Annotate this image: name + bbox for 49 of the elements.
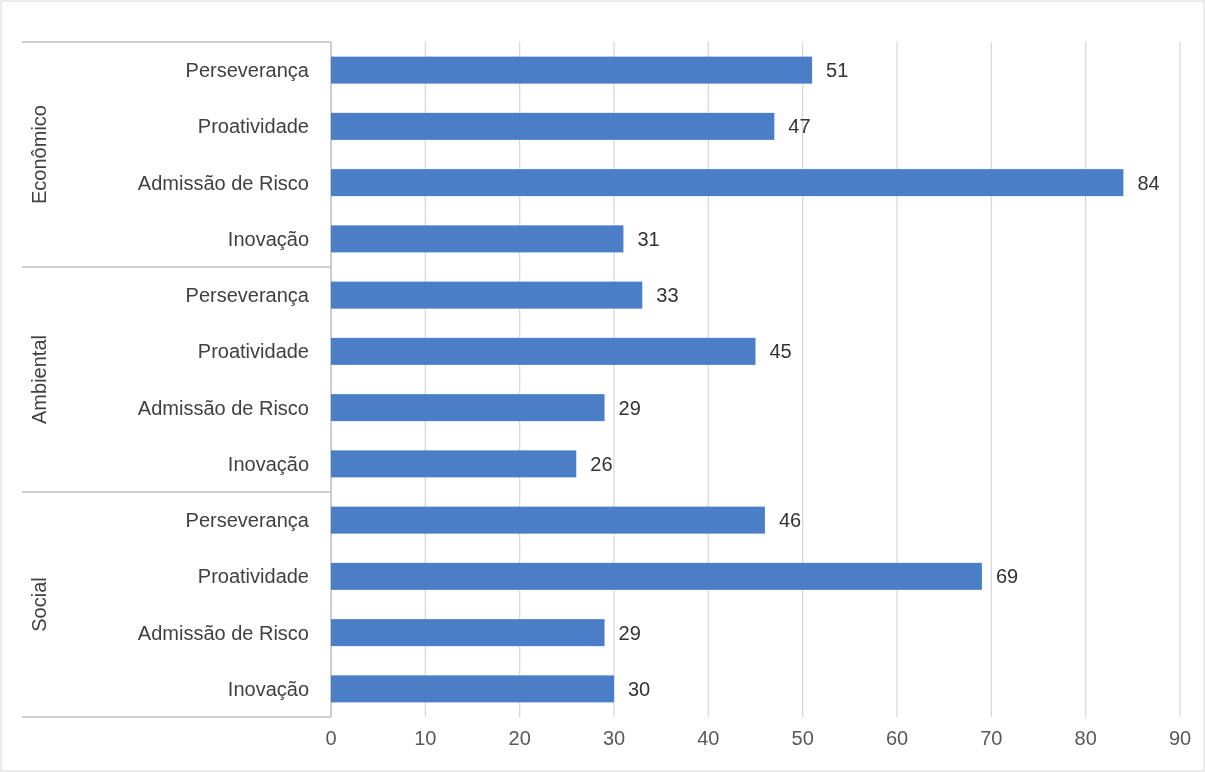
data-label: 30 <box>628 677 651 700</box>
data-label: 31 <box>637 227 660 250</box>
bar <box>331 337 756 365</box>
y-tick-label: Inovação <box>227 677 309 700</box>
y-tick-label: Perseverança <box>185 284 310 307</box>
data-label: 33 <box>656 284 679 307</box>
x-tick-label: 80 <box>1074 727 1097 750</box>
text: Social <box>28 577 50 632</box>
x-tick-label: 40 <box>697 727 720 750</box>
data-label: 46 <box>778 509 802 532</box>
y-tick-label: Proatividade <box>197 115 309 138</box>
y-tick-label: Perseverança <box>185 509 310 532</box>
y-tick-label: Proatividade <box>197 340 309 363</box>
bar <box>331 619 605 647</box>
bar <box>331 112 775 140</box>
x-tick-label: 70 <box>980 727 1003 750</box>
bar <box>331 169 1124 197</box>
x-tick-label: 0 <box>325 727 337 750</box>
data-label: 26 <box>590 452 613 475</box>
y-tick-label: Inovação <box>227 452 309 475</box>
bar <box>331 225 624 253</box>
y-tick-label: Perseverança <box>185 59 310 82</box>
x-tick-label: 90 <box>1168 727 1192 750</box>
bar <box>331 56 813 84</box>
x-tick-label: 20 <box>508 727 531 750</box>
data-label: 29 <box>618 396 641 419</box>
x-tick-label: 30 <box>602 727 626 750</box>
x-tick-label: 60 <box>885 727 909 750</box>
text: Ambiental <box>28 335 50 424</box>
bar <box>331 506 765 534</box>
y-tick-label: Admissão de Risco <box>137 621 309 644</box>
bar <box>331 281 643 309</box>
data-label: 47 <box>788 115 811 138</box>
bar <box>331 562 982 590</box>
bar <box>331 450 577 478</box>
text: Econômico <box>28 105 50 204</box>
x-tick-label: 50 <box>791 727 814 750</box>
y-tick-label: Proatividade <box>197 565 309 588</box>
data-label: 69 <box>995 565 1019 588</box>
data-label: 51 <box>826 59 849 82</box>
y-tick-label: Admissão de Risco <box>137 396 309 419</box>
y-tick-label: Inovação <box>227 227 309 250</box>
data-label: 45 <box>769 340 792 363</box>
x-tick-label: 10 <box>414 727 437 750</box>
data-label: 84 <box>1137 171 1160 194</box>
y-tick-label: Admissão de Risco <box>137 171 309 194</box>
bar <box>331 675 614 703</box>
bar <box>331 394 605 422</box>
data-label: 29 <box>618 621 641 644</box>
